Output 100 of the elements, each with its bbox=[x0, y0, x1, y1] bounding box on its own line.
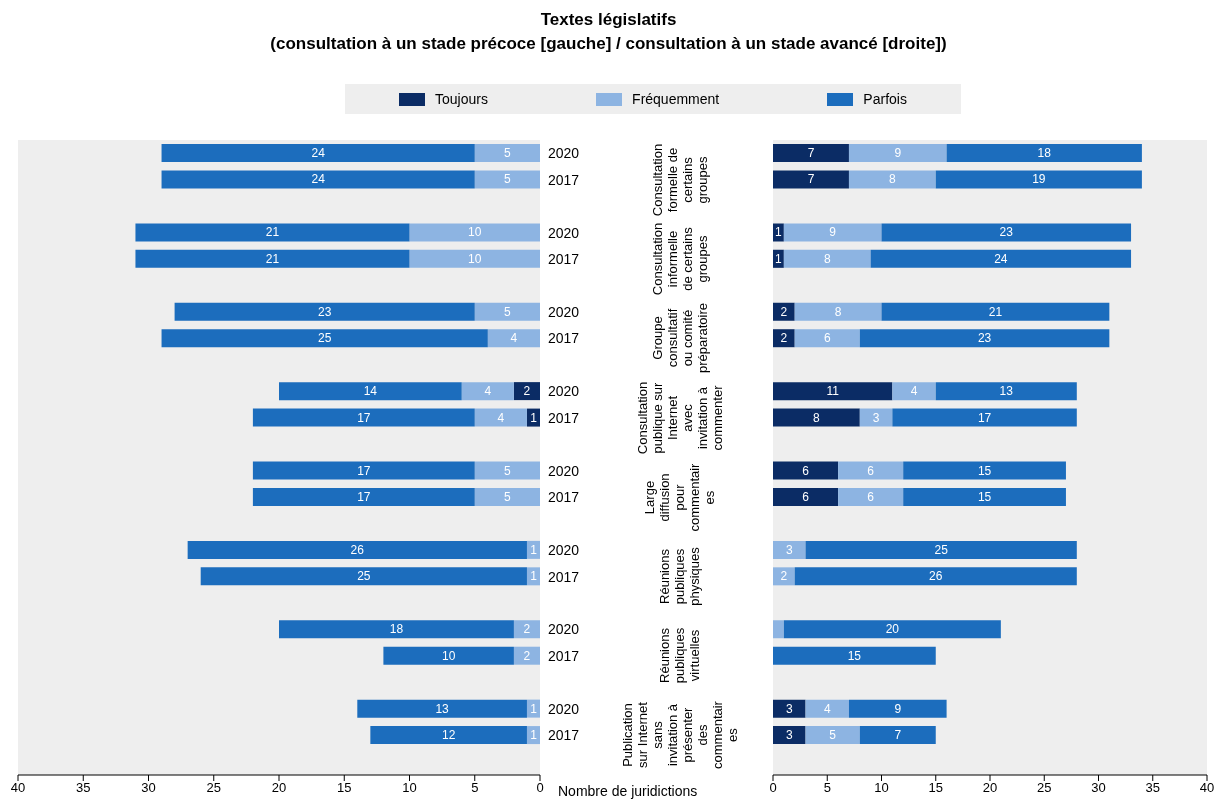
bar bbox=[474, 144, 540, 162]
y-tick-label: 2017 bbox=[548, 489, 580, 506]
data-label: 10 bbox=[468, 251, 482, 266]
bar bbox=[409, 249, 540, 268]
x-tick-label: 40 bbox=[1199, 780, 1215, 796]
bar bbox=[794, 302, 882, 321]
bar bbox=[773, 567, 795, 586]
bar bbox=[838, 487, 904, 506]
bar bbox=[935, 382, 1077, 401]
data-label: 10 bbox=[441, 648, 456, 663]
data-label: 12 bbox=[441, 728, 456, 743]
data-label: 8 bbox=[813, 410, 821, 425]
data-label: 10 bbox=[468, 225, 482, 240]
text: Large diffusion pour commentaires bbox=[642, 462, 718, 534]
data-label: 6 bbox=[867, 463, 875, 478]
data-label: 23 bbox=[999, 225, 1014, 240]
x-tick-label: 20 bbox=[271, 780, 287, 796]
x-tick-label: 10 bbox=[402, 780, 417, 796]
y-tick-label: 2017 bbox=[548, 647, 580, 664]
text: Groupe consultatif ou comité préparatoire bbox=[650, 302, 710, 376]
data-label: 8 bbox=[823, 251, 831, 266]
bar bbox=[805, 699, 849, 718]
legend-label: Toujours bbox=[435, 91, 488, 107]
data-label: 25 bbox=[934, 542, 949, 557]
bar bbox=[370, 726, 527, 745]
data-label: 17 bbox=[357, 489, 371, 504]
y-tick-label: 2020 bbox=[548, 383, 580, 400]
data-label: 8 bbox=[834, 304, 842, 319]
y-tick-label: 2020 bbox=[548, 224, 580, 241]
data-label: 4 bbox=[910, 384, 918, 399]
text: Consultation formelle de certains groupes bbox=[650, 143, 710, 217]
bar bbox=[773, 620, 784, 639]
data-label: 24 bbox=[311, 172, 326, 187]
x-tick-label: 30 bbox=[141, 780, 156, 796]
bar bbox=[838, 461, 904, 480]
data-label: 11 bbox=[826, 384, 840, 399]
data-label: 6 bbox=[802, 463, 810, 478]
bar bbox=[474, 461, 540, 480]
bar bbox=[409, 223, 540, 242]
legend-label: Parfois bbox=[863, 91, 907, 107]
bar bbox=[513, 620, 540, 639]
bar bbox=[161, 144, 475, 162]
y-tick-label: 2017 bbox=[548, 330, 580, 347]
data-label: 21 bbox=[265, 251, 280, 266]
data-label: 2 bbox=[780, 331, 788, 346]
bar bbox=[474, 302, 540, 321]
x-tick-label: 20 bbox=[982, 780, 998, 796]
bar bbox=[805, 540, 1077, 559]
data-label: 21 bbox=[988, 304, 1003, 319]
bar bbox=[279, 620, 514, 639]
bar bbox=[252, 408, 475, 427]
bar bbox=[135, 223, 410, 242]
x-tick-label: 35 bbox=[76, 780, 91, 796]
data-label: 5 bbox=[504, 489, 512, 504]
data-label: 26 bbox=[929, 569, 943, 584]
bar bbox=[773, 144, 849, 162]
bar bbox=[848, 170, 936, 189]
bar bbox=[773, 487, 839, 506]
x-tick-label: 15 bbox=[337, 780, 352, 796]
data-label: 25 bbox=[357, 569, 371, 584]
bar bbox=[161, 170, 475, 189]
text: Publication sur Internet sans invitation à présenter des commentaires bbox=[620, 700, 740, 772]
text: (consultation à un stade précoce [gauche] / consultation à un stade avancé [droite]) bbox=[269, 33, 948, 55]
bar bbox=[881, 302, 1110, 321]
bar bbox=[903, 461, 1066, 480]
data-label: 5 bbox=[504, 304, 512, 319]
data-label: 13 bbox=[435, 701, 450, 716]
bar bbox=[794, 329, 860, 348]
y-tick-label: 2017 bbox=[548, 251, 580, 268]
data-label: 15 bbox=[847, 648, 862, 663]
data-label: 1 bbox=[775, 225, 783, 240]
data-label: 17 bbox=[357, 463, 371, 478]
bar bbox=[252, 461, 475, 480]
data-label: 25 bbox=[318, 331, 332, 346]
text: Consultation publique sur Internet avec invitation à commenter bbox=[635, 381, 725, 455]
bar bbox=[783, 223, 882, 242]
x-tick-label: 0 bbox=[536, 780, 544, 796]
x-tick-label: 10 bbox=[874, 780, 889, 796]
x-axis-title: Nombre de juridictions bbox=[558, 783, 698, 799]
data-label: 4 bbox=[823, 701, 831, 716]
x-tick-label: 5 bbox=[471, 780, 479, 796]
bar bbox=[783, 249, 871, 268]
bar bbox=[773, 302, 795, 321]
data-label: 15 bbox=[977, 463, 992, 478]
bar bbox=[892, 408, 1077, 427]
data-label: 1 bbox=[530, 728, 538, 743]
data-label: 1 bbox=[530, 569, 538, 584]
data-label: 23 bbox=[318, 304, 332, 319]
data-label: 7 bbox=[807, 146, 815, 160]
data-label: 1 bbox=[775, 251, 783, 266]
bar bbox=[773, 408, 860, 427]
bar bbox=[200, 567, 527, 586]
bar bbox=[773, 329, 795, 348]
bar bbox=[881, 223, 1132, 242]
data-label: 5 bbox=[504, 172, 512, 187]
data-label: 2 bbox=[523, 622, 531, 637]
text: Réunions publiques virtuelles bbox=[657, 627, 703, 686]
bar bbox=[187, 540, 527, 559]
bar bbox=[870, 249, 1132, 268]
data-label: 13 bbox=[999, 384, 1014, 399]
